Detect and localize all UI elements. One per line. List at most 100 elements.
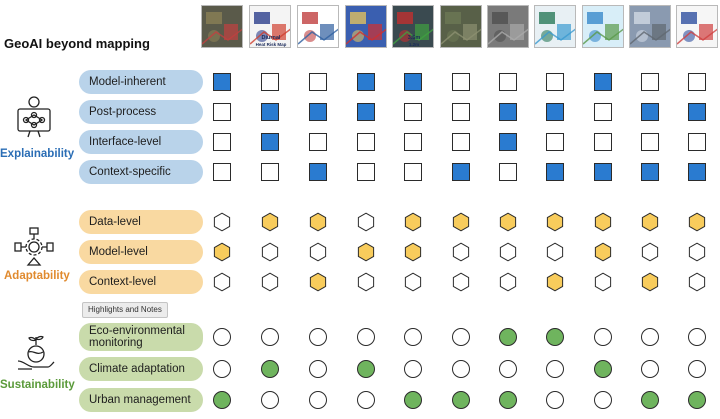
row-label-climate-adaptation: Climate adaptation	[79, 357, 203, 381]
row-label-urban-management: Urban management	[79, 388, 203, 412]
presenter-network-icon	[14, 95, 54, 144]
hexagon-marker	[357, 212, 375, 232]
circle-marker	[688, 328, 706, 346]
hexagon-marker	[546, 272, 564, 292]
square-marker	[641, 163, 659, 181]
square-marker	[213, 163, 231, 181]
sustainability-label: Sustainability	[0, 379, 75, 391]
circle-marker	[357, 391, 375, 409]
circle-marker	[357, 328, 375, 346]
square-marker	[594, 133, 612, 151]
hexagon-marker	[641, 242, 659, 262]
circle-marker	[261, 391, 279, 409]
hexagon-marker	[213, 272, 231, 292]
row-label-model-inherent: Model-inherent	[79, 70, 203, 94]
hexagon-marker	[213, 242, 231, 262]
square-marker	[261, 73, 279, 91]
circle-marker	[546, 328, 564, 346]
row-label-interface-level: Interface-level	[79, 130, 203, 154]
svg-text:3.5m: 3.5m	[408, 35, 421, 41]
hexagon-marker	[688, 272, 706, 292]
hexagon-marker	[404, 212, 422, 232]
cropland-map-thumbnail	[201, 5, 243, 48]
circle-marker	[594, 360, 612, 378]
square-marker	[309, 73, 327, 91]
hexagon-marker	[499, 242, 517, 262]
circle-marker	[546, 360, 564, 378]
highlights-notes-tooltip[interactable]: Highlights and Notes	[82, 302, 168, 318]
square-marker	[546, 163, 564, 181]
square-marker	[261, 133, 279, 151]
circle-marker	[404, 391, 422, 409]
circle-marker	[309, 360, 327, 378]
circle-marker	[688, 391, 706, 409]
hexagon-marker	[499, 272, 517, 292]
hexagon-marker	[688, 212, 706, 232]
street-view-thumbnail	[487, 5, 529, 48]
hexagon-marker	[688, 242, 706, 262]
square-marker	[688, 73, 706, 91]
square-marker	[213, 73, 231, 91]
hand-globe-plant-icon	[16, 331, 56, 380]
row-label-context-level: Context-level	[79, 270, 203, 294]
row-label-eco-environmental-monitoring: Eco-environmental monitoring	[79, 323, 203, 351]
circle-marker	[499, 328, 517, 346]
hexagon-marker	[641, 212, 659, 232]
circle-marker	[499, 391, 517, 409]
square-marker	[309, 103, 327, 121]
square-marker	[688, 103, 706, 121]
circle-marker	[594, 391, 612, 409]
circle-marker	[594, 328, 612, 346]
circle-marker	[641, 391, 659, 409]
circle-marker	[309, 328, 327, 346]
hexagon-marker	[641, 272, 659, 292]
building-grid-thumbnail	[629, 5, 671, 48]
square-marker	[404, 163, 422, 181]
hexagon-marker	[309, 242, 327, 262]
square-marker	[261, 163, 279, 181]
square-marker	[261, 103, 279, 121]
square-marker	[357, 133, 375, 151]
circle-marker	[546, 391, 564, 409]
row-label-data-level: Data-level	[79, 210, 203, 234]
square-marker	[594, 103, 612, 121]
square-marker	[499, 163, 517, 181]
row-label-post-process: Post-process	[79, 100, 203, 124]
circle-marker	[452, 360, 470, 378]
circle-marker	[213, 328, 231, 346]
circle-marker	[404, 360, 422, 378]
square-marker	[357, 73, 375, 91]
hexagon-marker	[213, 212, 231, 232]
circle-marker	[688, 360, 706, 378]
square-marker	[213, 133, 231, 151]
svg-text:Heat Risk Map: Heat Risk Map	[256, 42, 287, 47]
square-marker	[594, 163, 612, 181]
square-marker	[452, 73, 470, 91]
hexagon-marker	[594, 212, 612, 232]
climate-scene-thumbnail	[582, 5, 624, 48]
svg-text:Diurnal: Diurnal	[262, 35, 281, 41]
circle-marker	[452, 328, 470, 346]
hexagon-marker	[404, 242, 422, 262]
hexagon-marker	[452, 272, 470, 292]
hexagon-marker	[261, 272, 279, 292]
circle-marker	[641, 328, 659, 346]
circle-marker	[213, 360, 231, 378]
circle-marker	[261, 360, 279, 378]
hexagon-marker	[357, 272, 375, 292]
hexagon-marker	[452, 212, 470, 232]
hexagon-marker	[594, 242, 612, 262]
square-marker	[452, 133, 470, 151]
square-marker	[404, 133, 422, 151]
square-marker	[546, 133, 564, 151]
square-marker	[688, 133, 706, 151]
square-marker	[499, 73, 517, 91]
square-marker	[499, 133, 517, 151]
square-marker	[404, 73, 422, 91]
heat-risk-map-thumbnail: Diurnal Heat Risk Map	[249, 5, 291, 48]
circle-marker	[641, 360, 659, 378]
circle-marker	[309, 391, 327, 409]
hexagon-marker	[404, 272, 422, 292]
row-label-context-specific: Context-specific	[79, 160, 203, 184]
square-marker	[452, 163, 470, 181]
